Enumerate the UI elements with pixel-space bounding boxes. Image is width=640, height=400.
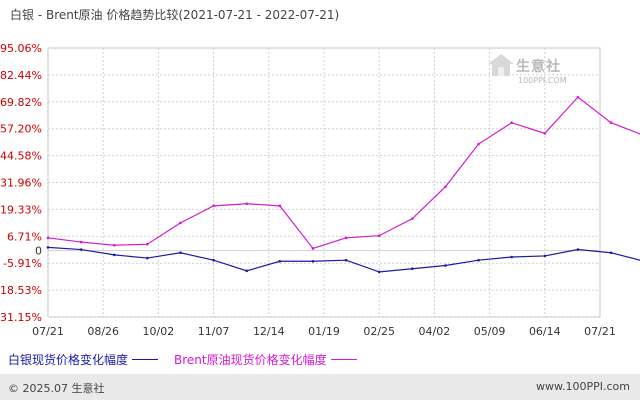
brent-point bbox=[245, 202, 249, 206]
brent-point bbox=[212, 204, 215, 208]
silver-point bbox=[510, 255, 513, 259]
house-icon bbox=[488, 54, 514, 76]
brent-point bbox=[609, 121, 613, 125]
x-tick-label: 08/26 bbox=[87, 325, 119, 338]
y-tick-label: 19.33% bbox=[0, 203, 42, 216]
silver-point bbox=[477, 258, 480, 262]
legend-label-brent: Brent原油现货价格变化幅度 bbox=[174, 353, 327, 367]
brent-point bbox=[278, 204, 282, 208]
y-tick-label: -31.15% bbox=[0, 311, 42, 324]
watermark-text: 生意社 bbox=[516, 59, 561, 75]
y-tick-label: 6.71% bbox=[7, 230, 42, 243]
silver-point bbox=[46, 246, 50, 249]
y-tick-label: 44.58% bbox=[0, 150, 42, 163]
silver-point bbox=[112, 253, 116, 257]
legend-swatch-silver bbox=[132, 359, 159, 360]
silver-point bbox=[179, 251, 182, 255]
silver-point bbox=[411, 267, 414, 271]
silver-point bbox=[609, 251, 613, 255]
series-layer bbox=[46, 95, 640, 274]
chart-title: 白银 - Brent原油 价格趋势比较(2021-07-21 - 2022-07… bbox=[10, 8, 340, 22]
footer-site-link[interactable]: www.100PPI.com bbox=[536, 380, 630, 393]
brent-point bbox=[112, 243, 116, 247]
brent-point bbox=[510, 121, 513, 125]
x-tick-label: 04/02 bbox=[419, 325, 451, 338]
legend-item-brent: Brent原油现货价格变化幅度 bbox=[174, 351, 357, 368]
brent-point bbox=[146, 242, 149, 246]
legend-label-silver: 白银现货价格变化幅度 bbox=[8, 353, 129, 367]
brent-point bbox=[576, 95, 580, 99]
x-tick-label: 07/21 bbox=[584, 325, 616, 338]
legend-swatch-brent bbox=[330, 359, 357, 360]
x-tick-label: 02/25 bbox=[363, 325, 395, 338]
y-tick-label: 82.44% bbox=[0, 69, 42, 82]
brent-point bbox=[411, 217, 414, 220]
x-tick-label: 06/14 bbox=[529, 325, 561, 338]
y-tick-label: 95.06% bbox=[0, 42, 42, 55]
silver-point bbox=[344, 258, 348, 262]
silver-point bbox=[79, 248, 83, 251]
watermark-logo bbox=[486, 52, 576, 92]
footer-bar bbox=[0, 374, 640, 400]
silver-point bbox=[543, 254, 547, 258]
brent-point bbox=[311, 247, 315, 250]
brent-point bbox=[543, 132, 547, 135]
x-tick-label: 10/02 bbox=[143, 325, 175, 338]
footer-copyright: © 2025.07 生意社 bbox=[8, 382, 105, 395]
y-tick-label: 31.96% bbox=[0, 176, 42, 189]
y-tick-label: 69.82% bbox=[0, 96, 42, 109]
legend-item-silver: 白银现货价格变化幅度 bbox=[8, 351, 159, 368]
brent-point bbox=[179, 221, 182, 225]
y-tick-label: 57.20% bbox=[0, 123, 42, 136]
x-tick-label: 07/21 bbox=[32, 325, 64, 338]
brent-point bbox=[46, 236, 50, 240]
grid-layer bbox=[47, 47, 601, 318]
y-tick-label: -5.91% bbox=[3, 257, 42, 270]
x-tick-label: 05/09 bbox=[474, 325, 506, 338]
silver-point bbox=[576, 248, 580, 251]
x-tick-label: 11/07 bbox=[198, 325, 230, 338]
brent-point bbox=[79, 240, 83, 244]
y-tick-label: 0 bbox=[35, 245, 42, 258]
brent-point bbox=[377, 234, 381, 237]
y-tick-label: -18.53% bbox=[0, 284, 42, 297]
silver-point bbox=[377, 270, 381, 274]
watermark-sub: 100PPI.COM bbox=[518, 76, 567, 85]
series-line-brent bbox=[47, 96, 640, 250]
chart-legend: 白银现货价格变化幅度 Brent原油现货价格变化幅度 bbox=[8, 351, 357, 368]
silver-point bbox=[278, 259, 282, 263]
silver-point bbox=[311, 259, 315, 263]
brent-point bbox=[344, 236, 348, 240]
brent-point bbox=[444, 185, 447, 188]
silver-point bbox=[212, 258, 215, 262]
x-tick-label: 12/14 bbox=[253, 325, 285, 338]
silver-point bbox=[444, 264, 447, 267]
tick-layer: 95.06% 82.44% 69.82% 57.20% 44.58% 31.96% 19.3… bbox=[0, 42, 616, 338]
silver-point bbox=[146, 256, 149, 260]
brent-point bbox=[477, 142, 480, 146]
silver-point bbox=[245, 269, 249, 273]
x-tick-label: 01/19 bbox=[308, 325, 340, 338]
